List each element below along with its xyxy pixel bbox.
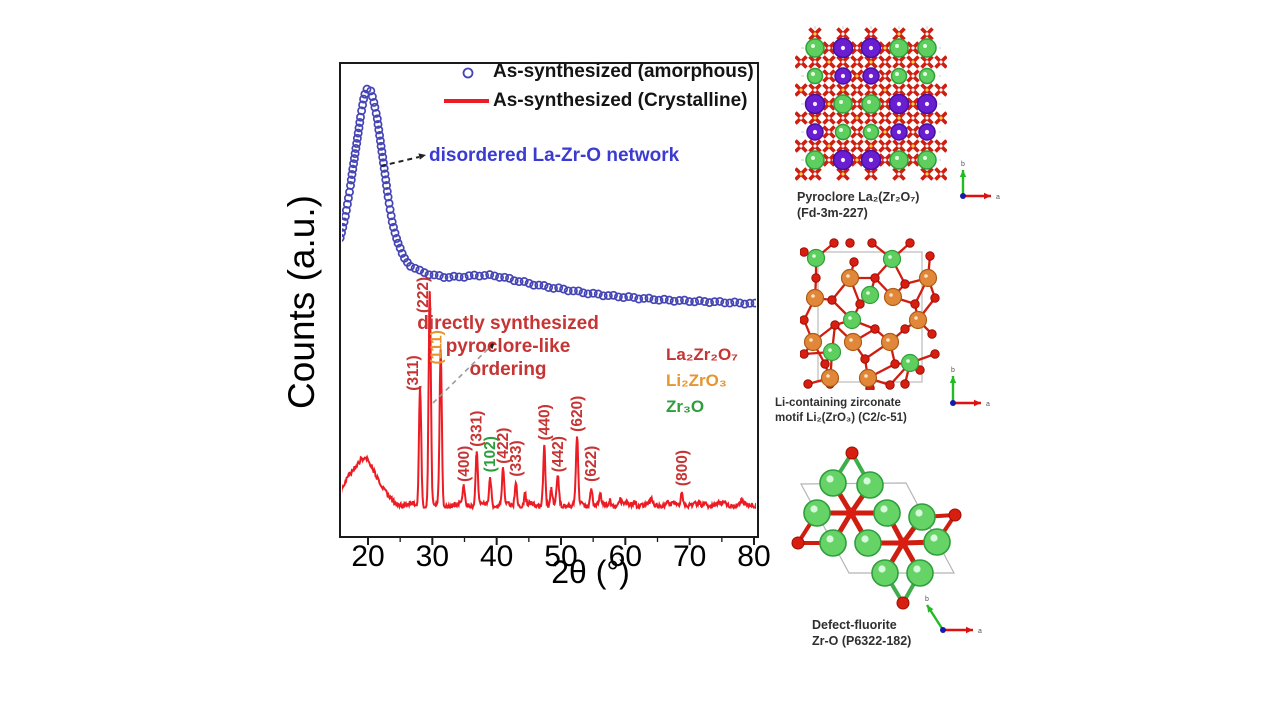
caption-li-zirconate-line1: Li-containing zirconate (775, 397, 901, 409)
caption-pyrochlore-line2: (Fd-3m-227) (797, 205, 868, 220)
svg-text:a: a (978, 628, 982, 635)
phase-legend-zr3o: Zr₃O (666, 397, 705, 416)
peak-label-422: (422) (495, 428, 512, 464)
svg-text:b: b (925, 596, 929, 603)
x-tick-20: 20 (351, 540, 385, 573)
plot-border (339, 62, 759, 538)
arrow-disordered-network (380, 156, 420, 167)
legend-amorphous-label: As-synthesized (amorphous) (493, 61, 754, 82)
peak-label-442: (442) (550, 436, 567, 472)
peak-label-800: (800) (674, 450, 691, 486)
peak-label-111: (111) (429, 330, 446, 364)
svg-text:a: a (986, 401, 990, 408)
arrow-pyroclore-ordering (432, 347, 490, 404)
legend-crystalline-label: As-synthesized (Crystalline) (493, 90, 748, 111)
svg-text:b: b (961, 161, 965, 168)
peak-label-102: (102) (482, 436, 499, 472)
caption-pyrochlore: Pyroclore La₂(Zr₂O₇) (Fd-3m-227) (797, 190, 952, 221)
svg-text:a: a (996, 194, 1000, 201)
peak-label-311: (311) (405, 355, 422, 390)
annotation-line1: directly synthesized (417, 313, 599, 334)
annotation-disordered-network: disordered La-Zr-O network (429, 145, 680, 166)
annotation-line2: pyroclore-like ordering (445, 336, 571, 380)
svg-text:b: b (951, 367, 955, 374)
peak-label-331: (331) (469, 411, 486, 447)
x-tick-70: 70 (672, 540, 707, 573)
peak-label-620: (620) (569, 396, 586, 432)
x-axis-label: 2θ (°) (551, 554, 630, 590)
caption-li-zirconate-line2: motif Li₂(ZrO₃) (C2/c-51) (775, 411, 907, 424)
caption-defect-fluorite-line2: Zr-O (P6322-182) (812, 633, 912, 648)
phase-legend-li2zro3: Li₂ZrO₃ (666, 371, 727, 390)
axis-triad-defect-fluorite: ba (925, 596, 982, 635)
crystalline-curve (342, 290, 756, 511)
amorphous-curve (342, 84, 756, 309)
caption-defect-fluorite: Defect-fluorite Zr-O (P6322-182) (812, 618, 942, 649)
structure-pyrochlore-image (795, 26, 947, 181)
axis-triad-pyrochlore: ba (959, 161, 1000, 201)
axis-triad-li-zirconate: ba (949, 367, 990, 408)
annotation-pyroclore-ordering: directly synthesized pyroclore-like orde… (408, 312, 608, 381)
y-axis-label: Counts (a.u.) (281, 195, 322, 409)
peak-label-440: (440) (536, 404, 553, 440)
caption-defect-fluorite-line1: Defect-fluorite (812, 618, 897, 632)
peak-label-622: (622) (583, 446, 600, 482)
x-tick-40: 40 (479, 540, 514, 573)
structure-defect-fluorite-image (791, 446, 962, 610)
peak-label-400: (400) (456, 446, 473, 482)
x-tick-80: 80 (737, 540, 771, 573)
x-tick-60: 60 (608, 540, 643, 573)
legend-amorphous-marker (462, 67, 474, 79)
x-tick-50: 50 (544, 540, 578, 573)
peak-label-222: (222) (415, 277, 432, 313)
caption-pyrochlore-line1: Pyroclore La₂(Zr₂O₇) (797, 190, 920, 204)
caption-li-zirconate: Li-containing zirconate motif Li₂(ZrO₃) … (775, 396, 940, 425)
x-tick-30: 30 (415, 540, 450, 573)
structure-li-zirconate-image (800, 238, 940, 390)
peak-label-333: (333) (508, 440, 525, 476)
phase-legend-la2zr2o7: La₂Zr₂O₇ (666, 345, 738, 364)
